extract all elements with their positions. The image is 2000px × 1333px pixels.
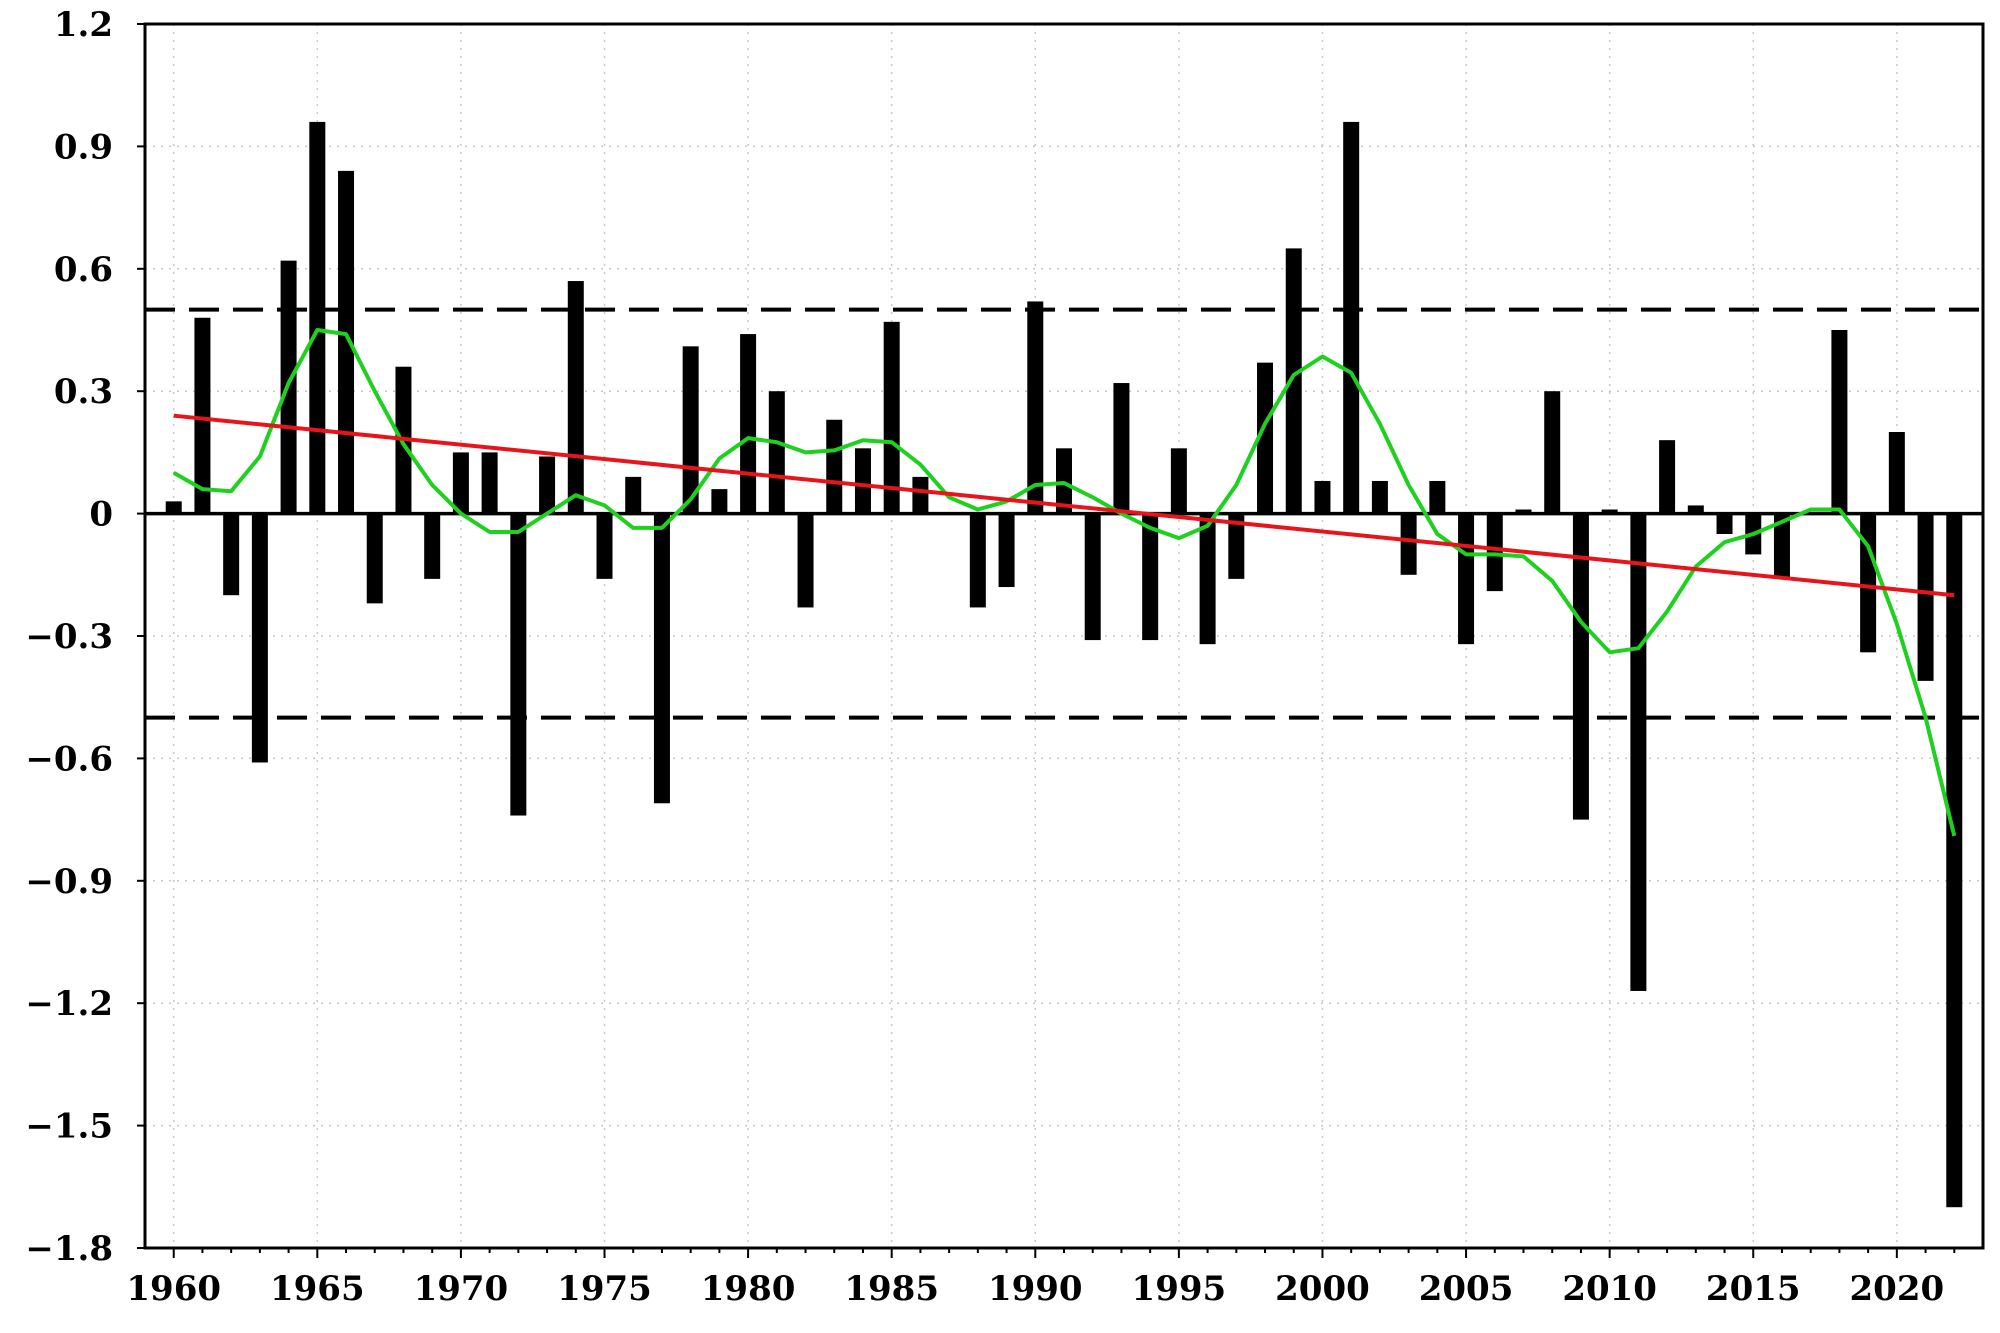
smoothed-series-line <box>172 328 1957 837</box>
x-tick-label: 1985 <box>844 1269 939 1309</box>
bar-1971 <box>481 452 498 514</box>
y-tick-label: 0.9 <box>54 127 113 167</box>
x-tick-label: 1975 <box>557 1269 652 1309</box>
x-tick-label: 1995 <box>1132 1269 1227 1309</box>
bar-1990 <box>1027 301 1044 514</box>
bar-2019 <box>1860 513 1877 653</box>
bar-2011 <box>1630 513 1647 991</box>
bar-2005 <box>1458 513 1475 645</box>
bar-1975 <box>596 513 613 579</box>
bar-1997 <box>1228 513 1245 579</box>
x-tick-label: 2015 <box>1706 1269 1801 1309</box>
bar-1965 <box>309 121 326 514</box>
bar-1989 <box>998 513 1015 588</box>
bar-1963 <box>251 513 268 763</box>
bar-1970 <box>452 452 469 514</box>
bar-2004 <box>1429 480 1446 514</box>
bar-2021 <box>1917 513 1934 681</box>
bar-1960 <box>165 501 182 514</box>
bar-1969 <box>424 513 441 579</box>
bar-2014 <box>1716 513 1733 534</box>
bar-1986 <box>912 476 929 514</box>
bar-1999 <box>1285 248 1302 514</box>
bar-1980 <box>740 334 757 514</box>
bar-2008 <box>1544 391 1561 514</box>
bar-2010 <box>1601 509 1618 514</box>
bar-1976 <box>625 476 642 514</box>
bar-1991 <box>1056 448 1072 514</box>
grid-lines <box>145 23 1983 1249</box>
x-tick-label: 1980 <box>701 1269 796 1309</box>
trend-line <box>173 413 1955 598</box>
bar-1962 <box>223 513 240 596</box>
x-tick-label: 1970 <box>414 1269 509 1309</box>
bar-2013 <box>1687 505 1704 514</box>
bars <box>165 121 1963 1208</box>
y-tick-label: −1.8 <box>25 1229 113 1269</box>
bar-2006 <box>1486 513 1503 592</box>
bar-1998 <box>1257 362 1274 514</box>
x-tick-label: 2010 <box>1562 1269 1657 1309</box>
bar-1978 <box>682 346 699 514</box>
y-tick-label: 1.2 <box>54 5 113 45</box>
bar-1996 <box>1199 513 1216 645</box>
y-tick-label: 0.6 <box>54 250 113 290</box>
bar-1979 <box>711 489 728 514</box>
bar-2007 <box>1515 509 1532 514</box>
bar-2002 <box>1371 480 1388 514</box>
axis-ticks <box>137 23 1956 1258</box>
plot-frame <box>143 22 1985 1250</box>
bar-1966 <box>338 170 355 514</box>
bar-1974 <box>567 281 584 514</box>
y-tick-label: 0.3 <box>54 372 113 412</box>
y-axis-tick-labels: 1.2 0.9 0.6 0.3 0 −0.3 −0.6 −0.9 −1.2 −1.5 −1.8 <box>25 5 113 1269</box>
x-tick-label: 2000 <box>1275 1269 1370 1309</box>
bar-1973 <box>539 456 556 514</box>
y-tick-label: −0.9 <box>25 862 113 902</box>
bar-2022 <box>1946 513 1963 1208</box>
bar-1994 <box>1142 513 1159 641</box>
bar-1977 <box>653 513 670 804</box>
bar-2009 <box>1572 513 1589 820</box>
bar-1992 <box>1084 513 1101 641</box>
x-tick-label: 2005 <box>1419 1269 1514 1309</box>
x-tick-label: 1990 <box>988 1269 1083 1309</box>
bar-2003 <box>1400 513 1417 575</box>
bar-1984 <box>854 448 871 514</box>
bar-1995 <box>1170 448 1187 514</box>
bar-2020 <box>1888 432 1905 514</box>
bar-1988 <box>969 513 986 608</box>
x-axis-tick-labels: 1960 1965 1970 1975 1980 1985 1990 1995 2000 2005… <box>126 1269 1944 1309</box>
bar-2000 <box>1314 480 1331 514</box>
bar-1985 <box>883 321 900 514</box>
y-tick-label: −0.6 <box>25 739 113 779</box>
bar-1967 <box>366 513 383 604</box>
bar-2018 <box>1831 330 1848 514</box>
x-tick-label: 1960 <box>126 1269 221 1309</box>
bar-1961 <box>194 317 211 514</box>
bar-1993 <box>1113 383 1130 514</box>
bar-1972 <box>510 513 527 816</box>
bar-2012 <box>1659 440 1676 514</box>
x-tick-label: 2020 <box>1850 1269 1945 1309</box>
bar-2001 <box>1343 121 1360 514</box>
y-tick-label: 0 <box>89 495 113 535</box>
y-tick-label: −1.2 <box>25 984 113 1024</box>
bar-1981 <box>768 391 785 514</box>
bar-1982 <box>797 513 814 608</box>
bar-1983 <box>826 419 843 514</box>
x-tick-label: 1965 <box>270 1269 365 1309</box>
y-tick-label: −0.3 <box>25 617 113 657</box>
y-tick-label: −1.5 <box>25 1107 113 1147</box>
bar-2016 <box>1773 513 1790 579</box>
